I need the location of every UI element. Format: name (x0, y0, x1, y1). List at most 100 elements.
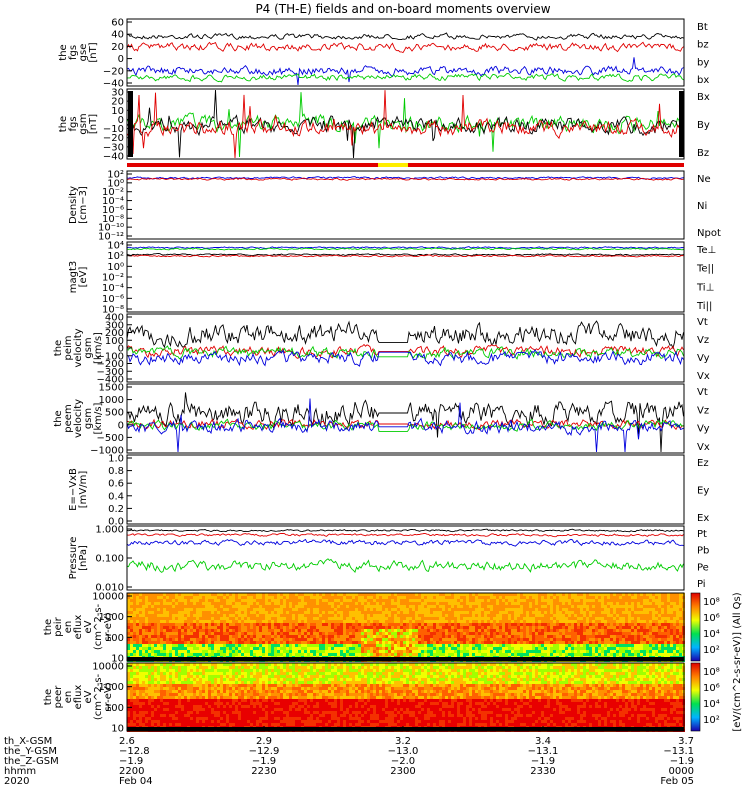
spectrogram-cell (478, 623, 481, 626)
spectrogram-cell (256, 647, 259, 650)
spectrogram-cell (232, 608, 235, 611)
spectrogram-cell (178, 650, 181, 653)
spectrogram-cell (166, 684, 169, 687)
spectrogram-cell (163, 723, 166, 726)
spectrogram-cell (304, 650, 307, 653)
spectrogram-cell (139, 684, 142, 687)
spectrogram-cell (334, 608, 337, 611)
ylabel-line: peim (63, 335, 74, 360)
spectrogram-cell (298, 626, 301, 629)
spectrogram-cell (430, 650, 433, 653)
spectrogram-cell (388, 614, 391, 617)
spectrogram-cell (676, 593, 679, 596)
spectrogram-cell (313, 608, 316, 611)
spectrogram-cell (181, 623, 184, 626)
spectrogram-cell (181, 632, 184, 635)
spectrogram-cell (211, 647, 214, 650)
spectrogram-cell (517, 608, 520, 611)
spectrogram-cell (412, 629, 415, 632)
spectrogram-cell (169, 641, 172, 644)
spectrogram-cell (532, 653, 535, 656)
spectrogram-cell (631, 611, 634, 614)
spectrogram-cell (253, 611, 256, 614)
spectrogram-cell (487, 614, 490, 617)
spectrogram-cell (130, 599, 133, 602)
spectrogram-cell (154, 620, 157, 623)
spectrogram-cell (565, 647, 568, 650)
spectrogram-cell (655, 632, 658, 635)
spectrogram-cell (397, 632, 400, 635)
spectrogram-cell (154, 705, 157, 708)
spectrogram-cell (310, 638, 313, 641)
spectrogram-cell (529, 644, 532, 647)
spectrogram-cell (382, 629, 385, 632)
spectrogram-cell (142, 617, 145, 620)
spectrogram-cell (478, 647, 481, 650)
spectrogram-cell (187, 644, 190, 647)
spectrogram-cell (673, 653, 676, 656)
spectrogram-cell (427, 647, 430, 650)
spectrogram-cell (628, 644, 631, 647)
spectrogram-cell (403, 650, 406, 653)
ytick-label: 10⁻² (102, 187, 124, 198)
spectrogram-cell (523, 614, 526, 617)
spectrogram-cell (397, 596, 400, 599)
spectrogram-cell (655, 611, 658, 614)
spectrogram-cell (673, 647, 676, 650)
spectrogram-cell (313, 641, 316, 644)
spectrogram-cell (187, 711, 190, 714)
spectrogram-cell (361, 605, 364, 608)
spectrogram-cell (418, 602, 421, 605)
spectrogram-cell (433, 635, 436, 638)
spectrogram-cell (217, 635, 220, 638)
spectrogram-cell (208, 650, 211, 653)
spectrogram-cell (571, 593, 574, 596)
spectrogram-cell (136, 714, 139, 717)
ylabel: the peim velocity gsm [km/s] (53, 328, 104, 367)
spectrogram-cell (250, 629, 253, 632)
spectrogram-cell (412, 599, 415, 602)
spectrogram-cell (592, 623, 595, 626)
spectrogram-cell (451, 644, 454, 647)
spectrogram-cell (301, 593, 304, 596)
spectrogram-cell (127, 632, 130, 635)
spectrogram-cell (517, 635, 520, 638)
spectrogram-cell (373, 614, 376, 617)
spectrogram-cell (406, 641, 409, 644)
spectrogram-cell (451, 614, 454, 617)
spectrogram-cell (184, 641, 187, 644)
spectrogram-cell (295, 644, 298, 647)
spectrogram-cell (604, 611, 607, 614)
spectrogram-cell (151, 638, 154, 641)
spectrogram-cell (358, 617, 361, 620)
spectrogram-cell (127, 641, 130, 644)
spectrogram-cell (448, 593, 451, 596)
spectrogram-cell (424, 632, 427, 635)
spectrogram-cell (178, 723, 181, 726)
spectrogram-cell (583, 623, 586, 626)
spectrogram-cell (493, 596, 496, 599)
spectrogram-cell (205, 602, 208, 605)
spectrogram-cell (574, 629, 577, 632)
spectrogram-cell (463, 617, 466, 620)
spectrogram-cell (250, 653, 253, 656)
spectrogram-cell (487, 620, 490, 623)
spectrogram-cell (151, 699, 154, 702)
spectrogram-cell (250, 635, 253, 638)
spectrogram-cell (535, 608, 538, 611)
spectrogram-cell (583, 602, 586, 605)
spectrogram-cell (598, 629, 601, 632)
spectrogram-cell (238, 593, 241, 596)
spectrogram-cell (136, 723, 139, 726)
spectrogram-cell (583, 626, 586, 629)
spectrogram-cell (313, 614, 316, 617)
spectrogram-cell (145, 635, 148, 638)
spectrogram-cell (349, 611, 352, 614)
spectrogram-cell (526, 626, 529, 629)
spectrogram-cell (310, 641, 313, 644)
spectrogram-cell (139, 629, 142, 632)
ylabel: magt3 [eV] (68, 261, 89, 294)
spectrogram-cell (148, 669, 151, 672)
spectrogram-cell (439, 644, 442, 647)
spectrogram-cell (517, 626, 520, 629)
